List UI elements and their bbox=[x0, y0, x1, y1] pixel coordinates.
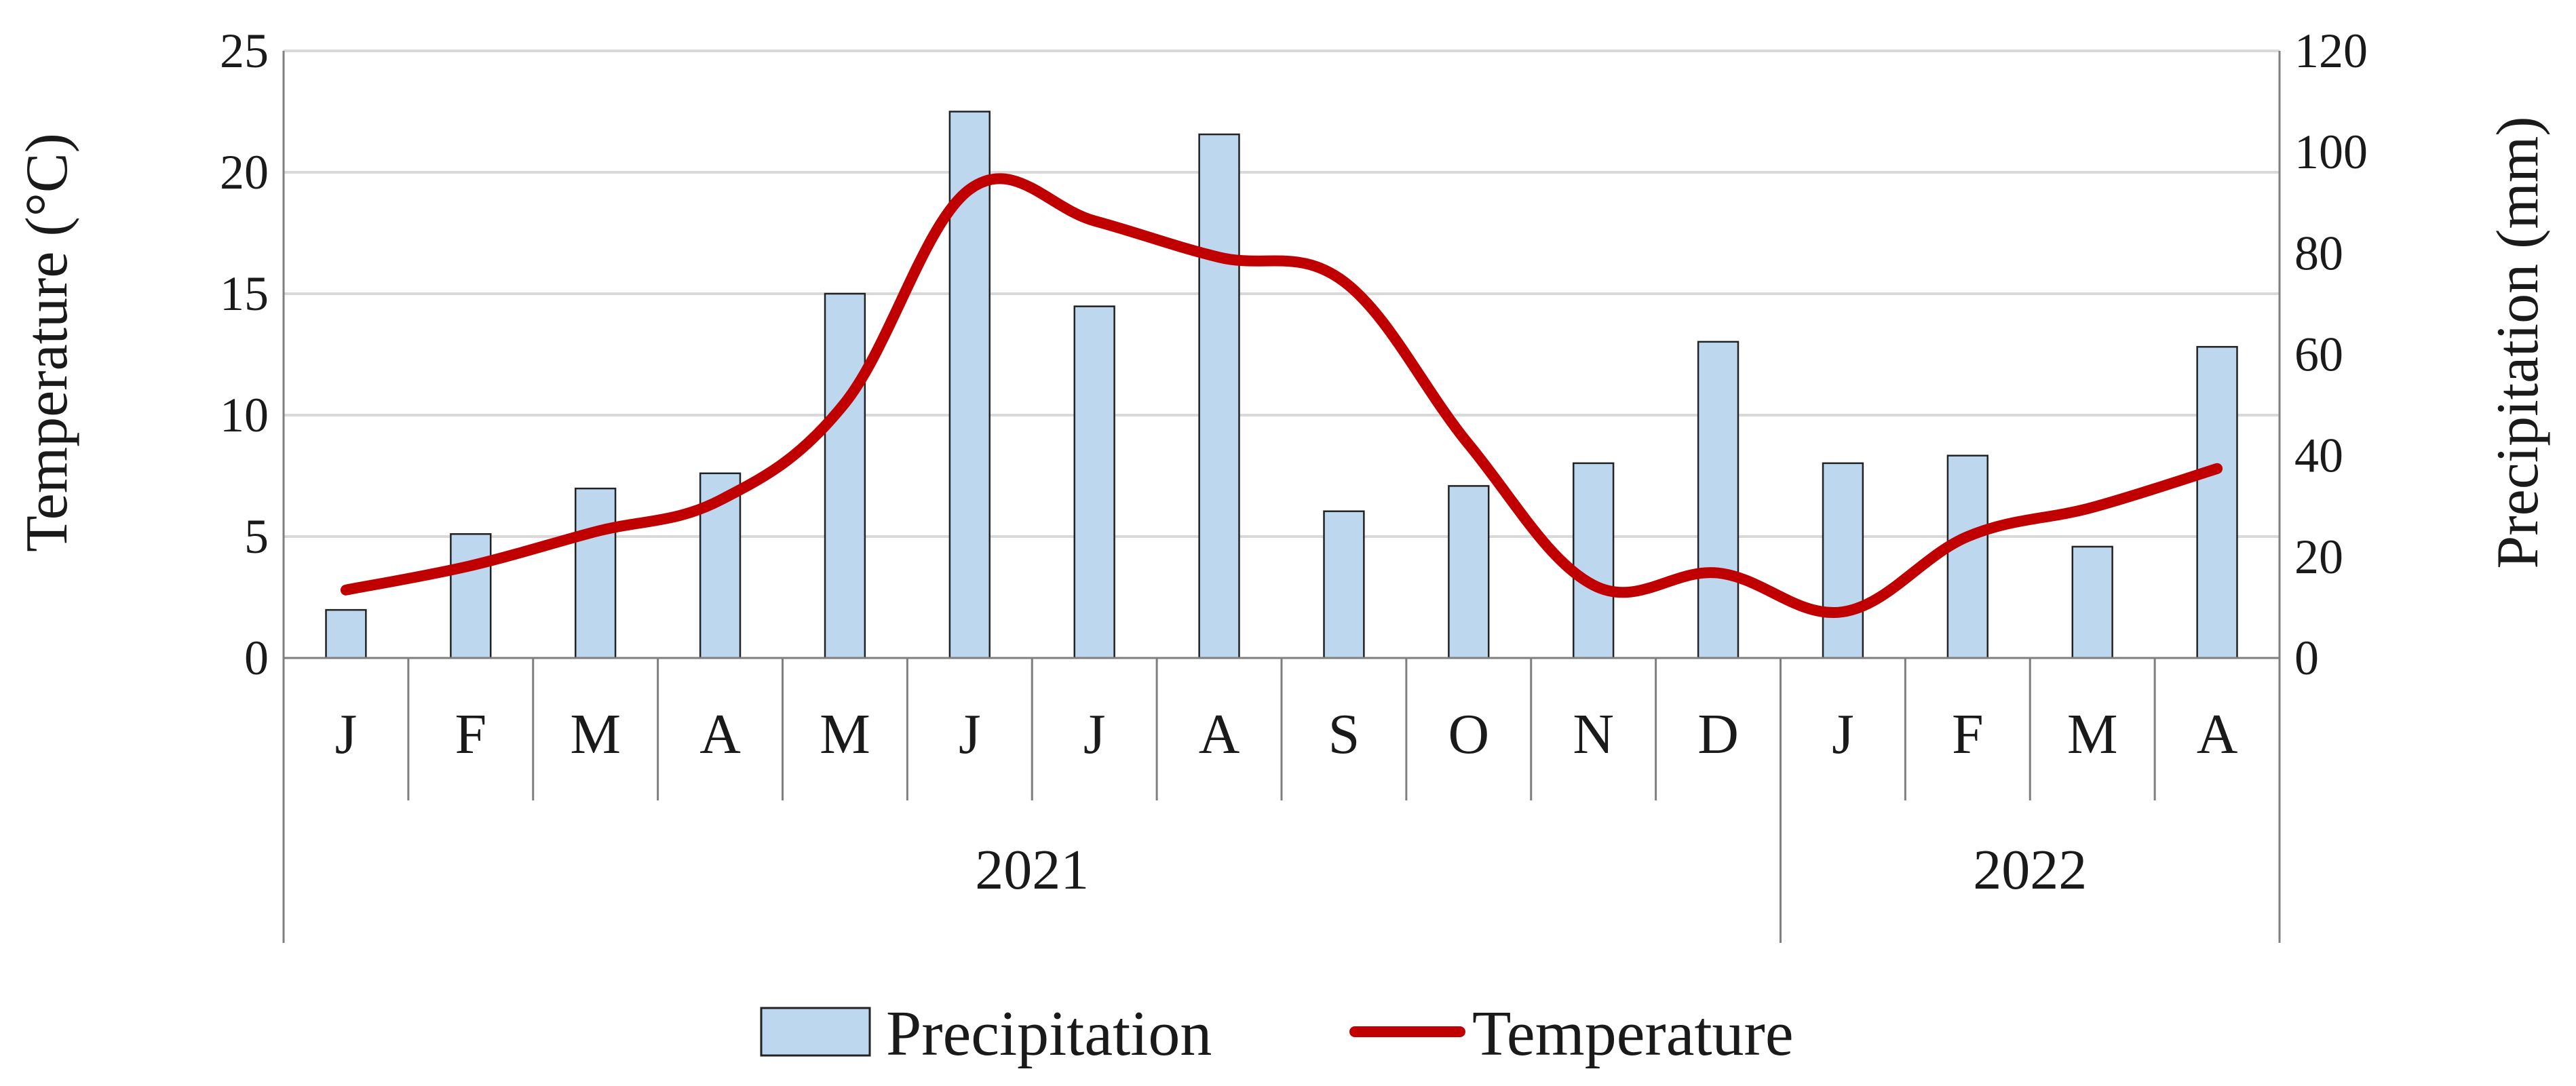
y-left-tick-label: 15 bbox=[220, 267, 269, 321]
category-label: A bbox=[1199, 703, 1240, 766]
category-label: F bbox=[1952, 703, 1984, 766]
precipitation-bar bbox=[1323, 510, 1365, 659]
y-right-tick-label: 80 bbox=[2294, 226, 2343, 280]
precipitation-bar bbox=[2196, 346, 2238, 659]
year-label: 2022 bbox=[1973, 838, 2087, 901]
legend-precipitation-swatch bbox=[760, 1007, 871, 1057]
precipitation-bar bbox=[1198, 133, 1240, 659]
precipitation-bar bbox=[1573, 462, 1615, 659]
category-label: O bbox=[1448, 703, 1489, 766]
category-label: N bbox=[1573, 703, 1614, 766]
category-label: A bbox=[2197, 703, 2238, 766]
precipitation-bar bbox=[824, 292, 866, 659]
category-label: M bbox=[570, 703, 621, 766]
precipitation-bar bbox=[575, 487, 617, 659]
y-left-tick-label: 20 bbox=[220, 145, 269, 199]
legend-temperature-label: Temperature bbox=[1472, 998, 1794, 1069]
y-left-tick-label: 10 bbox=[220, 388, 269, 442]
y-right-tick-label: 20 bbox=[2294, 530, 2343, 584]
legend-precipitation-label: Precipitation bbox=[886, 998, 1212, 1069]
category-label: J bbox=[959, 703, 981, 766]
y-right-tick-label: 100 bbox=[2294, 125, 2368, 179]
precipitation-bar bbox=[1946, 454, 1988, 659]
category-label: D bbox=[1697, 703, 1739, 766]
y-right-tick-label: 60 bbox=[2294, 328, 2343, 382]
precipitation-bar bbox=[1697, 341, 1739, 659]
y-left-tick-label: 0 bbox=[244, 631, 269, 685]
category-label: A bbox=[699, 703, 741, 766]
precipitation-bar bbox=[1822, 462, 1864, 659]
y-axis-left-title: Temperature (°C) bbox=[14, 133, 80, 552]
category-label: J bbox=[1832, 703, 1854, 766]
y-right-tick-label: 0 bbox=[2294, 631, 2319, 685]
y-right-tick-label: 40 bbox=[2294, 429, 2343, 483]
category-label: J bbox=[1083, 703, 1106, 766]
category-label: M bbox=[820, 703, 870, 766]
category-label: F bbox=[455, 703, 486, 766]
precipitation-bar bbox=[1448, 485, 1490, 659]
precipitation-bar bbox=[1073, 305, 1115, 659]
precipitation-bar bbox=[325, 608, 367, 659]
axis-ticks: 0 5 10 15 20 25 0 20 40 60 80 100 120 bbox=[220, 24, 2368, 685]
y-right-tick-label: 120 bbox=[2294, 24, 2368, 78]
temperature-series bbox=[340, 173, 2223, 619]
y-left-tick-label: 25 bbox=[220, 24, 269, 78]
category-labels: J F M A M J J A S O N D J F M A 2021 2022 bbox=[335, 703, 2238, 901]
y-left-tick-label: 5 bbox=[244, 509, 269, 564]
category-label: S bbox=[1328, 703, 1360, 766]
year-label: 2021 bbox=[975, 838, 1089, 901]
precipitation-bars bbox=[325, 111, 2238, 659]
legend: Precipitation Temperature bbox=[760, 998, 1794, 1069]
axis-frame bbox=[282, 51, 2281, 943]
category-label: J bbox=[335, 703, 358, 766]
precipitation-bar bbox=[450, 533, 492, 659]
y-axis-right-title: Precipitation (mm) bbox=[2485, 116, 2551, 568]
category-label: M bbox=[2067, 703, 2118, 766]
precipitation-bar bbox=[2071, 545, 2113, 659]
temperature-line bbox=[340, 173, 2223, 619]
